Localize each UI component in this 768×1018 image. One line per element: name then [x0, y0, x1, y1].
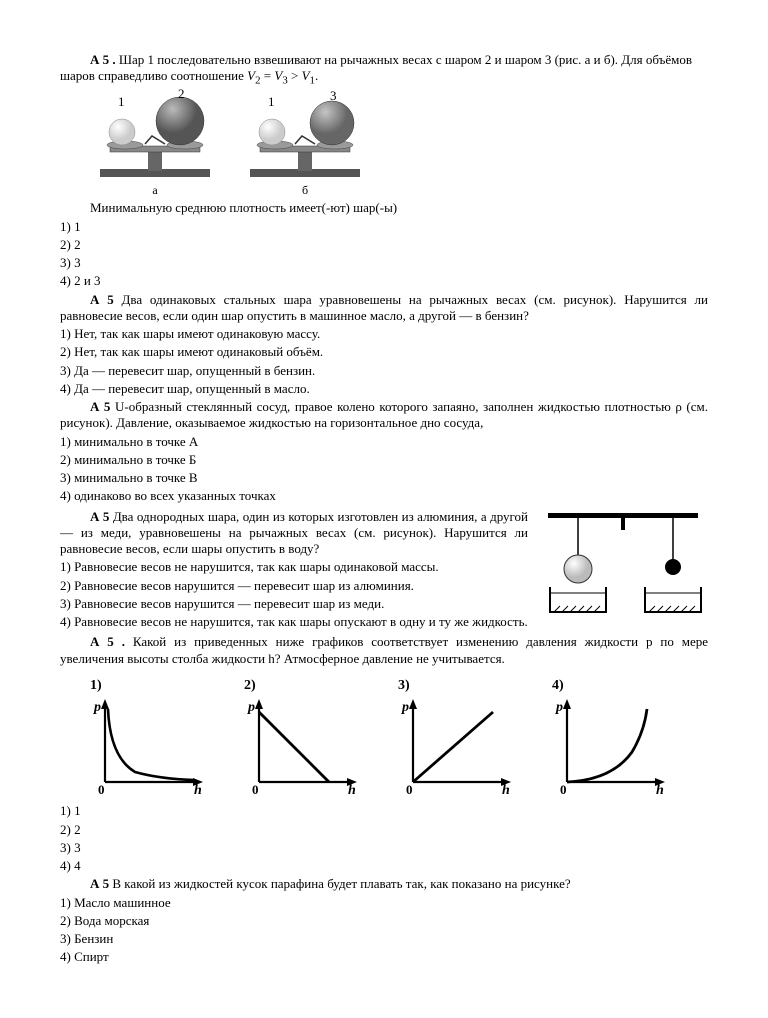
- q3-stem: А 5 U-образный стеклянный сосуд, правое …: [60, 399, 708, 432]
- svg-text:h: h: [348, 783, 356, 797]
- q6-opt-4: 4) Спирт: [60, 949, 708, 965]
- svg-text:p: p: [247, 700, 255, 715]
- q6-stem: А 5 В какой из жидкостей кусок парафина …: [60, 876, 708, 892]
- q2-stem: А 5 Два одинаковых стальных шара уравнов…: [60, 292, 708, 325]
- q1-opt-1: 1) 1: [60, 219, 708, 235]
- svg-text:h: h: [656, 783, 664, 797]
- q6-opt-2: 2) Вода морская: [60, 913, 708, 929]
- q5-opt-1: 1) 1: [60, 803, 708, 819]
- q4-figure: [538, 507, 708, 617]
- balance-a-icon: [90, 96, 220, 181]
- q5-opt-4: 4) 4: [60, 858, 708, 874]
- svg-text:h: h: [502, 783, 510, 797]
- q5-opt-3: 3) 3: [60, 840, 708, 856]
- q3-opt-4: 4) одинаково во всех указанных точках: [60, 488, 708, 504]
- svg-text:p: p: [401, 700, 409, 715]
- q2-opt-1: 1) Нет, так как шары имеют одинаковую ма…: [60, 326, 708, 342]
- svg-text:h: h: [194, 783, 202, 797]
- q1-prompt: Минимальную среднюю плотность имеет(-ют)…: [60, 200, 708, 216]
- q5-stem: А 5 . Какой из приведенных ниже графиков…: [60, 634, 708, 667]
- svg-text:0: 0: [406, 782, 413, 797]
- graph-4-icon: p 0 h: [552, 697, 672, 797]
- q3-opt-3: 3) минимально в точке В: [60, 470, 708, 486]
- q2-opt-3: 3) Да — перевесит шар, опущенный в бензи…: [60, 363, 708, 379]
- balance-b-icon: [240, 96, 370, 181]
- svg-text:p: p: [93, 700, 101, 715]
- q2-opt-2: 2) Нет, так как шары имеют одинаковый об…: [60, 344, 708, 360]
- q6-opt-3: 3) Бензин: [60, 931, 708, 947]
- q5-opt-2: 2) 2: [60, 822, 708, 838]
- svg-text:0: 0: [252, 782, 259, 797]
- graph-1-icon: p 0 h: [90, 697, 210, 797]
- q1-stem: А 5 . Шар 1 последовательно взвешивают н…: [60, 52, 708, 88]
- beaker-balance-icon: [538, 507, 708, 617]
- q3-opt-1: 1) минимально в точке А: [60, 434, 708, 450]
- q1-opt-4: 4) 2 и 3: [60, 273, 708, 289]
- q5-graphs: 1) p 0 h 2) p 0 h 3): [90, 677, 708, 798]
- q6-opt-1: 1) Масло машинное: [60, 895, 708, 911]
- svg-text:0: 0: [560, 782, 567, 797]
- q1-opt-2: 2) 2: [60, 237, 708, 253]
- svg-text:0: 0: [98, 782, 105, 797]
- q3-opt-2: 2) минимально в точке Б: [60, 452, 708, 468]
- q1-opt-3: 3) 3: [60, 255, 708, 271]
- graph-3-icon: p 0 h: [398, 697, 518, 797]
- q2-opt-4: 4) Да — перевесит шар, опущенный в масло…: [60, 381, 708, 397]
- graph-2-icon: p 0 h: [244, 697, 364, 797]
- svg-text:p: p: [555, 700, 563, 715]
- q1-figures: 1 2 а 1 3: [90, 96, 708, 198]
